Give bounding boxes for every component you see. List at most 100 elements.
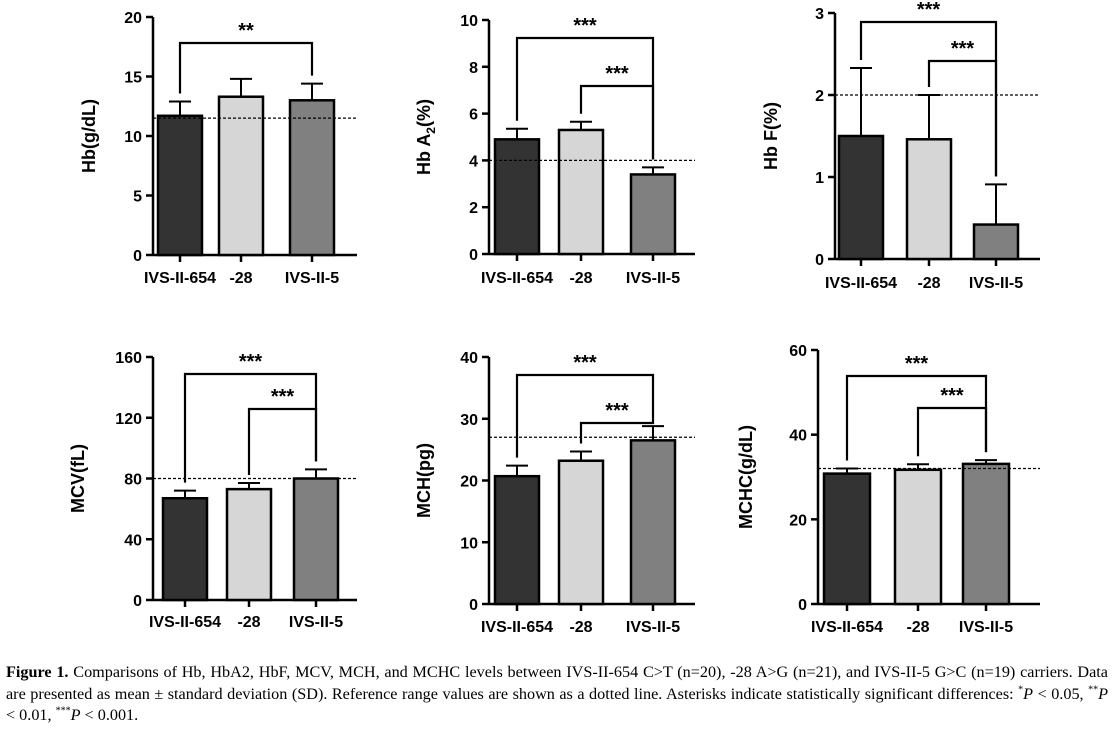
- significance-label: ***: [940, 385, 964, 407]
- caption-p-1: P: [1023, 684, 1034, 703]
- significance-label: ***: [573, 15, 597, 37]
- bar-ivs-ii-654: [156, 114, 204, 257]
- y-tick-label: 2: [815, 88, 824, 105]
- y-tick-label: 0: [469, 597, 478, 614]
- significance-label: ***: [271, 386, 295, 408]
- bar-28: [557, 459, 605, 606]
- x-tick-label: IVS-II-5: [969, 275, 1023, 292]
- x-tick-label: IVS-II-5: [626, 270, 680, 287]
- significance-label: ***: [951, 38, 975, 60]
- chart-panel-6: 0 20 40 60 IVS-II-654 -28 IVS-II-5 *** *** MCHC(g…: [736, 343, 1040, 636]
- y-tick-label: 20: [789, 512, 807, 529]
- bar-28: [557, 128, 605, 256]
- x-tick-label: IVS-II-5: [289, 614, 343, 631]
- caption-text: Comparisons of Hb, HbA2, HbF, MCV, MCH, …: [6, 663, 1108, 703]
- y-tick-label: 10: [460, 13, 478, 30]
- x-tick-label: IVS-II-654: [811, 619, 883, 636]
- y-tick-label: 1: [815, 170, 824, 187]
- y-tick-label: 30: [460, 412, 478, 429]
- bar-ivs-ii-5: [629, 173, 677, 256]
- significance-bracket: [579, 84, 655, 160]
- bar-ivs-ii-654: [493, 474, 541, 606]
- significance-bracket: [927, 59, 998, 177]
- x-tick-label: -28: [917, 275, 940, 292]
- y-tick-label: 6: [469, 107, 478, 124]
- significance-label: ***: [573, 352, 597, 374]
- caption-p-3: P: [70, 706, 81, 724]
- y-tick-label: 0: [133, 248, 142, 265]
- significance-bracket: [515, 373, 655, 458]
- x-tick-label: -28: [906, 619, 929, 636]
- caption-label: Figure 1.: [6, 663, 69, 681]
- significance-label: **: [238, 20, 254, 42]
- y-axis-label: MCV(fL): [68, 444, 88, 513]
- y-axis-label: MCH(pg): [414, 443, 434, 518]
- y-tick-label: 15: [124, 70, 142, 87]
- x-tick-label: IVS-II-654: [149, 614, 221, 631]
- bar-ivs-ii-654: [837, 134, 885, 261]
- caption-p-2: P: [1098, 684, 1108, 703]
- significance-label: ***: [239, 351, 263, 373]
- y-tick-label: 160: [115, 350, 142, 367]
- figure-caption: Figure 1. Comparisons of Hb, HbA2, HbF, …: [6, 662, 1108, 727]
- x-tick-label: IVS-II-654: [825, 275, 897, 292]
- x-tick-label: IVS-II-5: [959, 619, 1013, 636]
- significance-bracket: [845, 374, 988, 461]
- chart-panel-3: 0 1 2 3 IVS-II-654 -28 IVS-II-5 *** *** Hb F(%): [761, 0, 1040, 292]
- y-tick-label: 4: [469, 153, 478, 170]
- caption-star-3: ***: [55, 705, 71, 717]
- significance-label: ***: [605, 400, 629, 422]
- y-tick-label: 20: [460, 474, 478, 491]
- y-tick-label: 60: [789, 343, 807, 360]
- chart-panel-1: 0 5 10 15 20 IVS-II-654 -28 IVS-II-5 ** Hb(g/dL): [79, 10, 357, 287]
- bar-ivs-ii-5: [972, 223, 1020, 261]
- significance-bracket: [183, 372, 318, 483]
- significance-label: ***: [905, 353, 929, 375]
- caption-threshold-1: < 0.05,: [1033, 684, 1089, 703]
- y-tick-label: 40: [124, 532, 142, 549]
- y-tick-label: 0: [798, 597, 807, 614]
- caption-star-2: **: [1088, 684, 1099, 696]
- bar-ivs-ii-5: [961, 462, 1011, 606]
- y-tick-label: 0: [815, 252, 824, 269]
- y-tick-label: 8: [469, 60, 478, 77]
- y-tick-label: 80: [124, 472, 142, 489]
- y-tick-label: 10: [460, 535, 478, 552]
- y-tick-label: 2: [469, 200, 478, 217]
- chart-panel-4: 0 40 80 120 160 IVS-II-654 -28 IVS-II-5 *** *** MC…: [68, 350, 357, 631]
- bar-28: [905, 138, 953, 261]
- y-axis-label: Hb A2(%): [414, 99, 438, 175]
- caption-threshold-2: < 0.01,: [6, 706, 56, 724]
- x-tick-label: -28: [569, 619, 592, 636]
- chart-panel-2: 0 2 4 6 8 10 IVS-II-654 -28 IVS-II-5 *** *** Hb A2(…: [414, 13, 695, 287]
- x-tick-label: IVS-II-654: [144, 270, 216, 287]
- caption-star-1: *: [1018, 684, 1024, 696]
- significance-bracket: [178, 41, 314, 94]
- y-tick-label: 40: [460, 350, 478, 367]
- x-tick-label: -28: [569, 270, 592, 287]
- y-tick-label: 10: [124, 129, 142, 146]
- bar-28: [217, 95, 265, 257]
- y-axis-label: Hb(g/dL): [79, 99, 99, 173]
- x-tick-label: IVS-II-5: [285, 270, 339, 287]
- x-tick-label: IVS-II-5: [626, 619, 680, 636]
- y-tick-label: 0: [133, 593, 142, 610]
- y-axis-label: Hb F(%): [761, 102, 781, 170]
- significance-bracket: [916, 406, 988, 457]
- y-tick-label: 20: [124, 10, 142, 27]
- significance-bracket: [247, 407, 318, 476]
- x-tick-label: IVS-II-654: [481, 270, 553, 287]
- x-tick-label: IVS-II-654: [481, 619, 553, 636]
- y-tick-label: 40: [789, 428, 807, 445]
- chart-panel-5: 0 10 20 30 40 IVS-II-654 -28 IVS-II-5 *** *** MCH(…: [414, 350, 695, 636]
- bar-ivs-ii-5: [292, 477, 340, 602]
- significance-label: ***: [605, 63, 629, 85]
- bar-ivs-ii-654: [161, 496, 209, 602]
- y-tick-label: 3: [815, 6, 824, 23]
- bar-ivs-ii-654: [822, 472, 872, 606]
- bar-ivs-ii-5: [629, 439, 677, 606]
- bar-ivs-ii-654: [493, 138, 541, 256]
- x-tick-label: -28: [229, 270, 252, 287]
- bar-28: [893, 468, 943, 606]
